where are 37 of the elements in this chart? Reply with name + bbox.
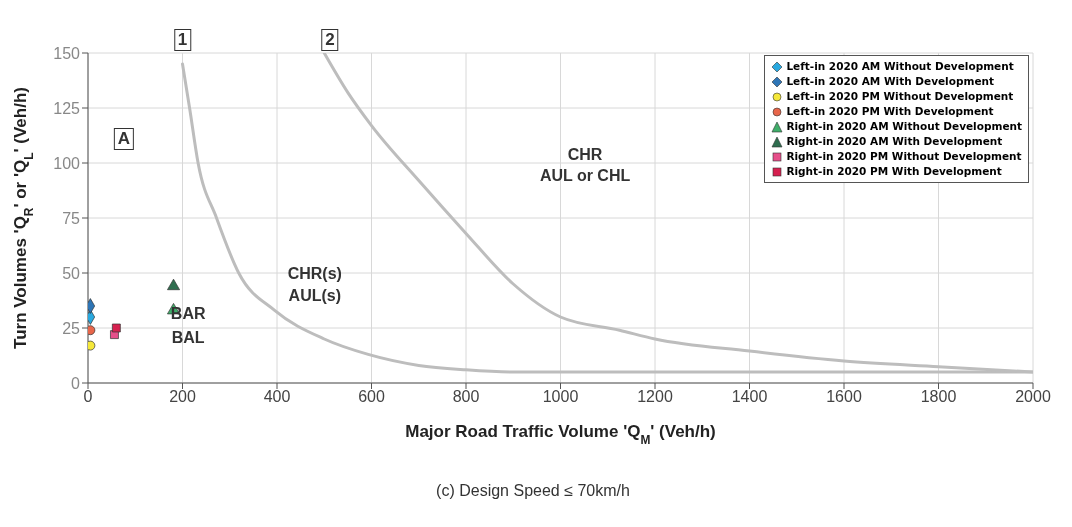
legend-label: Right-in 2020 AM Without Development bbox=[785, 119, 1022, 134]
annotation: BAR bbox=[170, 303, 206, 324]
legend-label: Left-in 2020 PM With Development bbox=[785, 104, 995, 119]
annotation: A bbox=[113, 127, 135, 150]
legend-label: Right-in 2020 PM Without Development bbox=[785, 149, 1022, 164]
x-tick-label: 1000 bbox=[542, 388, 579, 406]
x-tick-label: 800 bbox=[452, 388, 480, 406]
legend-label: Right-in 2020 AM With Development bbox=[785, 134, 1004, 149]
y-tick-label: 125 bbox=[53, 99, 81, 117]
text: 2 bbox=[321, 28, 339, 51]
x-tick-label: 1200 bbox=[637, 388, 673, 406]
legend-label: Left-in 2020 AM With Development bbox=[785, 74, 995, 89]
annotation: CHR bbox=[567, 145, 603, 166]
annotation: BAL bbox=[171, 328, 205, 349]
x-tick-label: 1400 bbox=[731, 388, 768, 406]
y-tick-label: 150 bbox=[53, 44, 81, 62]
x-tick-label: 400 bbox=[263, 388, 291, 406]
text: 1 bbox=[173, 28, 192, 51]
y-tick-label: 0 bbox=[71, 374, 81, 392]
y-tick-label: 100 bbox=[53, 154, 81, 172]
x-tick-label: 600 bbox=[358, 388, 385, 406]
x-tick-label: 200 bbox=[169, 388, 196, 406]
x-tick-label: 1800 bbox=[920, 388, 957, 406]
y-tick-label: 50 bbox=[62, 264, 81, 282]
annotation: CHR(s) bbox=[287, 264, 342, 285]
x-tick-label: 1600 bbox=[826, 388, 862, 406]
y-tick-label: 25 bbox=[62, 319, 81, 337]
legend-label: Left-in 2020 AM Without Development bbox=[785, 59, 1015, 74]
legend-label: Right-in 2020 PM With Development bbox=[785, 164, 1003, 179]
annotation: AUL or CHL bbox=[539, 166, 631, 187]
annotation: AUL(s) bbox=[288, 285, 342, 306]
y-tick-label: 75 bbox=[62, 209, 81, 227]
text: (c) Design Speed ≤ 70km/h bbox=[435, 482, 631, 500]
x-tick-label: 0 bbox=[83, 388, 93, 406]
legend-label: Left-in 2020 PM Without Development bbox=[785, 89, 1015, 104]
x-axis-title: Major Road Traffic Volume 'Q$_{M}$' (Veh/h) bbox=[405, 422, 716, 447]
x-tick-label: 2000 bbox=[1015, 388, 1051, 406]
